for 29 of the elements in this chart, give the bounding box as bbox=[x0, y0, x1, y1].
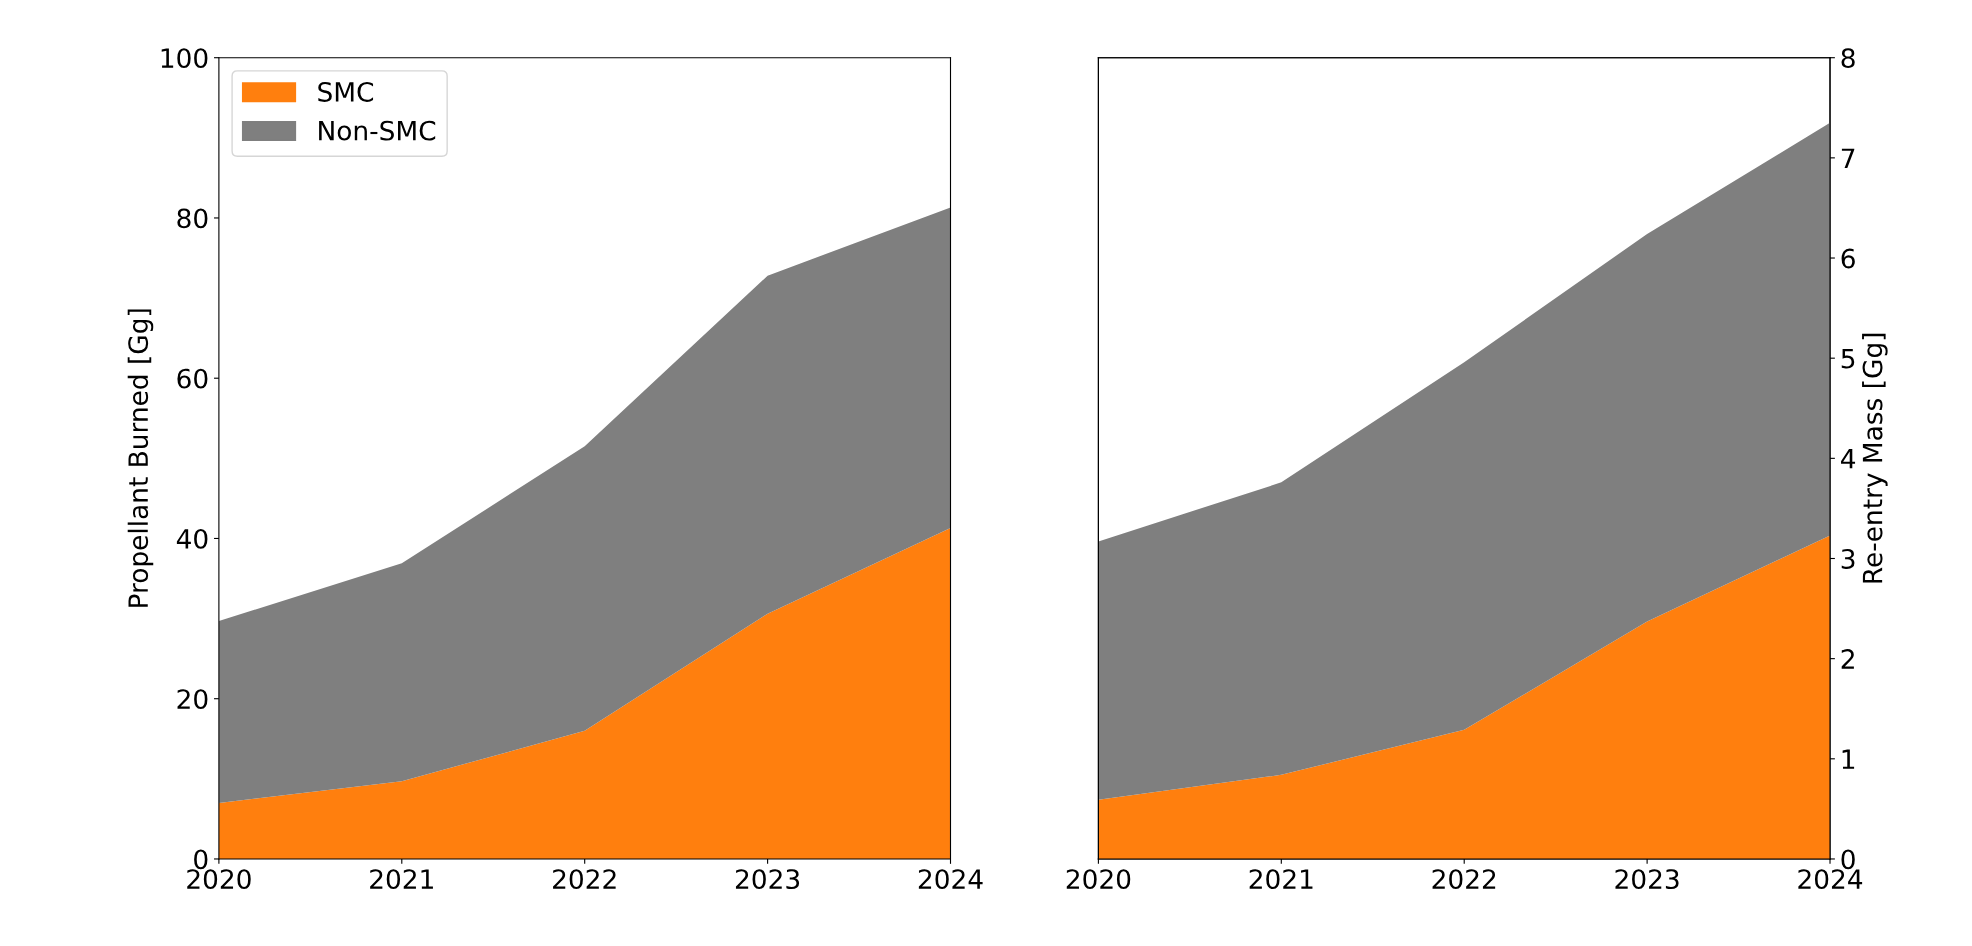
x-tick-label: 2020 bbox=[1066, 869, 1131, 890]
y2-tick-label: 3 bbox=[1841, 548, 1855, 569]
y2-tick-label: 1 bbox=[1842, 749, 1855, 769]
y2-axis-title: Re-entry Mass [Gg] bbox=[1862, 333, 1888, 583]
y-tick-label: 20 bbox=[177, 689, 208, 710]
x-tick-label: 2024 bbox=[1798, 869, 1863, 890]
x-tick-label: 2023 bbox=[735, 869, 800, 890]
legend-label: SMC bbox=[318, 81, 374, 102]
x-tick-label: 2024 bbox=[918, 869, 983, 890]
legend-label: Non-SMC bbox=[319, 120, 436, 141]
x-tick-label: 2022 bbox=[553, 869, 616, 890]
y2-tick-label: 0 bbox=[1841, 849, 1855, 870]
y2-tick-label: 7 bbox=[1841, 148, 1855, 168]
y-tick-label: 40 bbox=[176, 528, 208, 549]
x-tick-label: 2023 bbox=[1615, 869, 1679, 890]
y2-tick-label: 2 bbox=[1841, 649, 1854, 669]
x-tick-label: 2021 bbox=[1249, 869, 1313, 890]
y-tick-label: 0 bbox=[194, 849, 208, 870]
y-tick-label: 80 bbox=[177, 208, 208, 229]
y2-tick-label: 5 bbox=[1841, 348, 1855, 369]
y-tick-label: 60 bbox=[177, 368, 208, 389]
x-tick-label: 2022 bbox=[1432, 869, 1496, 890]
y2-tick-label: 8 bbox=[1841, 48, 1855, 69]
y-axis-title: Propellant Burned [Gg] bbox=[127, 309, 154, 607]
y-tick-label: 100 bbox=[161, 48, 208, 69]
x-tick-label: 2020 bbox=[187, 869, 251, 890]
y2-tick-label: 4 bbox=[1841, 449, 1856, 469]
y2-tick-label: 6 bbox=[1841, 248, 1855, 269]
x-tick-label: 2021 bbox=[370, 869, 433, 890]
